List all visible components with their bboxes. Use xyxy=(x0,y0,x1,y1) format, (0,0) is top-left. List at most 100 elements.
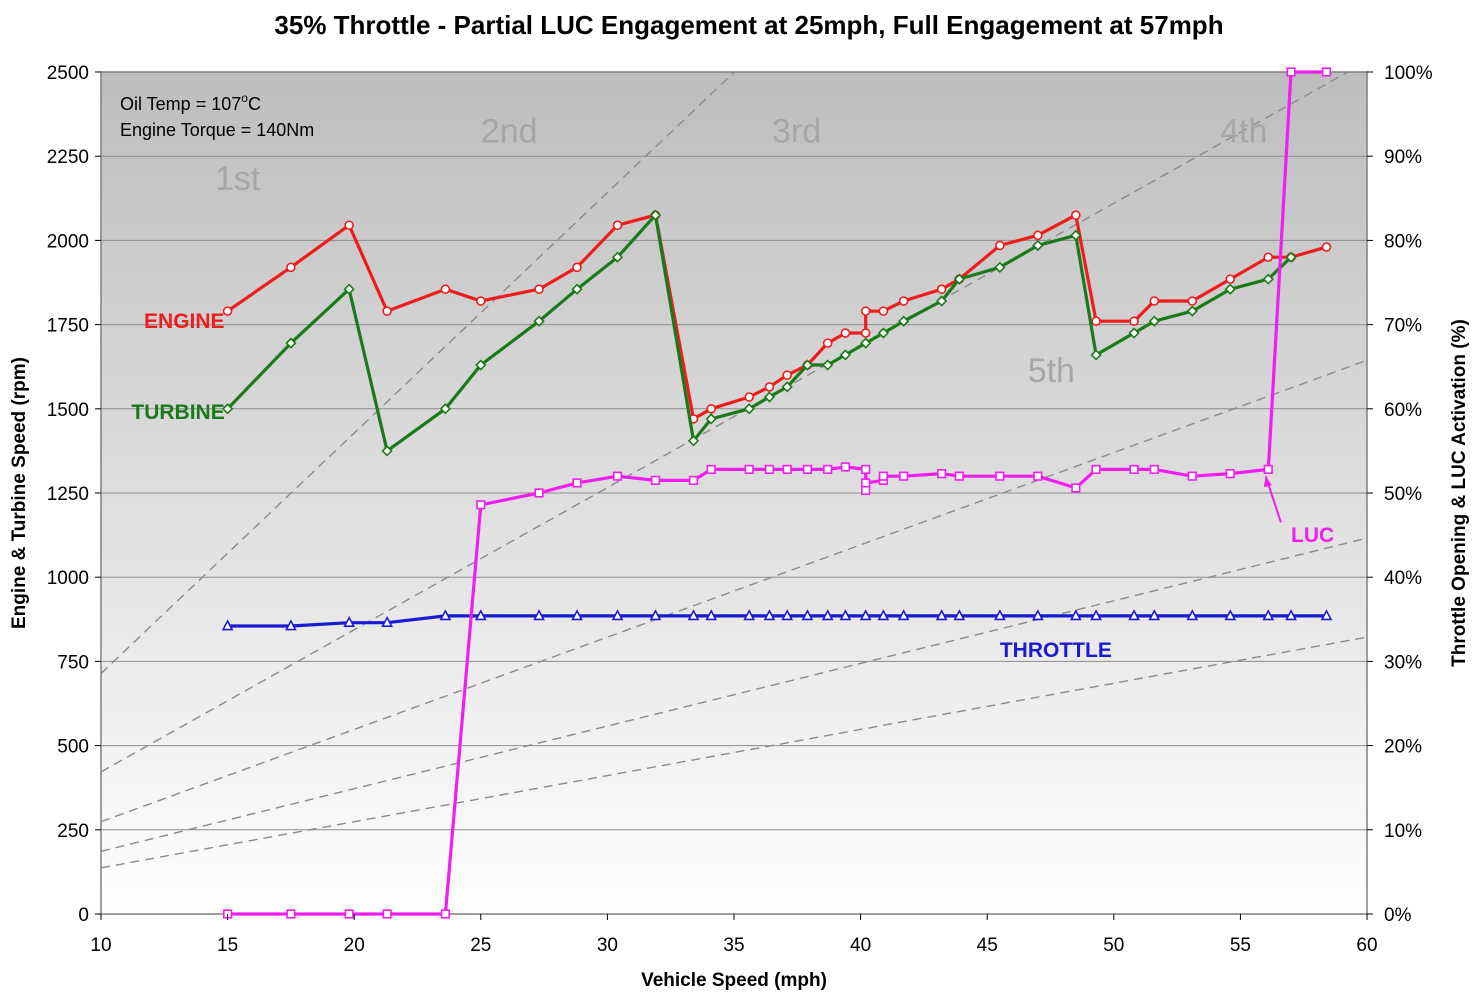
y2-tick-label-80-: 80% xyxy=(1384,231,1422,252)
x-tick-label-20: 20 xyxy=(344,935,365,956)
engine-point-29 xyxy=(1129,316,1139,327)
x-tick-label-40: 40 xyxy=(850,935,871,956)
luc-point-15 xyxy=(782,464,792,475)
luc-point-26 xyxy=(954,471,964,481)
engine-point-4 xyxy=(382,306,392,316)
luc-point-10 xyxy=(650,475,661,485)
gear-label-3rd: 3rd xyxy=(772,113,821,151)
turbine-point-32 xyxy=(1262,273,1274,285)
turbine-point-26 xyxy=(1070,229,1082,241)
y2-tick-label-50-: 50% xyxy=(1384,484,1422,505)
luc-point-16 xyxy=(802,464,813,475)
gear-label-4th: 4th xyxy=(1220,113,1267,151)
throttle-point-8 xyxy=(571,609,583,621)
throttle-point-33 xyxy=(1285,609,1297,621)
y-tick-label-250: 250 xyxy=(57,821,89,842)
throttle-series-line xyxy=(227,614,1327,628)
throttle-point-5 xyxy=(439,609,452,621)
luc-point-17 xyxy=(823,464,833,475)
x-tick-label-50: 50 xyxy=(1103,935,1124,956)
throttle-point-16 xyxy=(801,609,814,621)
throttle-point-34 xyxy=(1320,609,1333,621)
turbine-point-1 xyxy=(221,403,234,415)
y2-tick-label-70-: 70% xyxy=(1384,316,1422,337)
gear-line-2nd xyxy=(101,72,1350,773)
turbine-point-20 xyxy=(877,327,890,339)
x-tick-label-10: 10 xyxy=(90,935,111,956)
turbine-point-29 xyxy=(1148,315,1160,327)
throttle-point-15 xyxy=(781,609,794,621)
throttle-point-14 xyxy=(763,609,776,621)
throttle-point-27 xyxy=(1090,609,1102,621)
y2-tick-label-10-: 10% xyxy=(1384,821,1422,842)
engine-point-19 xyxy=(860,328,871,338)
luc-point-5 xyxy=(440,909,450,919)
turbine-point-12 xyxy=(705,413,717,425)
engine-point-28 xyxy=(1091,316,1101,327)
engine-torque-annotation: Engine Torque = 140Nm xyxy=(120,120,314,140)
luc-point-3 xyxy=(344,909,354,919)
y2-tick-label-100-: 100% xyxy=(1384,63,1433,84)
engine-point-32 xyxy=(1225,274,1236,284)
luc-callout-arrowhead xyxy=(1263,476,1272,488)
x-tick-label-30: 30 xyxy=(597,935,618,956)
luc-point-18 xyxy=(840,462,851,472)
turbine-point-7 xyxy=(533,315,545,327)
throttle-point-10 xyxy=(649,609,662,621)
engine-point-7 xyxy=(534,284,544,295)
luc-point-20 xyxy=(861,485,871,496)
throttle-point-13 xyxy=(743,609,756,621)
turbine-point-30 xyxy=(1186,305,1198,317)
oil-temp-annotation: Oil Temp = 107oC xyxy=(120,91,261,114)
luc-point-11 xyxy=(688,475,699,485)
y-axis-title: Engine & Turbine Speed (rpm) xyxy=(9,357,30,629)
gear-line-5th xyxy=(101,636,1367,869)
luc-point-33 xyxy=(1187,471,1197,481)
gear-label-1st: 1st xyxy=(215,160,261,198)
throttle-point-28 xyxy=(1128,609,1140,621)
y2-tick-label-0-: 0% xyxy=(1384,905,1412,926)
throttle-point-20 xyxy=(877,609,890,621)
turbine-point-22 xyxy=(935,295,948,307)
turbine-point-18 xyxy=(839,349,852,361)
x-tick-label-25: 25 xyxy=(470,935,491,956)
throttle-point-31 xyxy=(1224,609,1237,621)
turbine-point-31 xyxy=(1224,283,1236,295)
luc-point-34 xyxy=(1225,469,1235,479)
y2-tick-label-60-: 60% xyxy=(1384,400,1422,421)
luc-point-8 xyxy=(572,478,582,488)
throttle-point-18 xyxy=(839,609,852,621)
turbine-point-9 xyxy=(611,251,624,263)
turbine-point-15 xyxy=(781,381,793,393)
engine-point-21 xyxy=(878,306,889,316)
y-tick-label-2000: 2000 xyxy=(47,231,89,252)
engine-point-15 xyxy=(782,370,792,380)
y2-tick-label-90-: 90% xyxy=(1384,147,1422,168)
luc-point-13 xyxy=(744,464,754,475)
engine-point-30 xyxy=(1149,296,1160,306)
turbine-point-8 xyxy=(571,283,583,295)
y-tick-label-500: 500 xyxy=(57,737,89,758)
turbine-point-19 xyxy=(860,337,872,349)
engine-point-14 xyxy=(764,382,775,392)
luc-point-2 xyxy=(286,909,296,919)
gear-label-5th: 5th xyxy=(1028,352,1075,390)
turbine-point-24 xyxy=(994,261,1006,273)
turbine-point-33 xyxy=(1285,251,1297,263)
turbine-series-label: TURBINE xyxy=(131,401,224,424)
luc-point-12 xyxy=(706,464,716,475)
throttle-point-29 xyxy=(1148,609,1161,621)
engine-point-26 xyxy=(1033,230,1043,241)
engine-point-6 xyxy=(475,296,486,306)
throttle-point-1 xyxy=(221,619,234,631)
engine-point-33 xyxy=(1263,252,1274,263)
luc-point-28 xyxy=(1033,471,1043,481)
engine-point-18 xyxy=(840,328,851,338)
throttle-point-21 xyxy=(897,609,910,621)
x-tick-label-60: 60 xyxy=(1356,935,1377,956)
luc-point-6 xyxy=(476,500,486,510)
turbine-point-5 xyxy=(439,403,451,415)
y-tick-label-1750: 1750 xyxy=(47,316,89,337)
